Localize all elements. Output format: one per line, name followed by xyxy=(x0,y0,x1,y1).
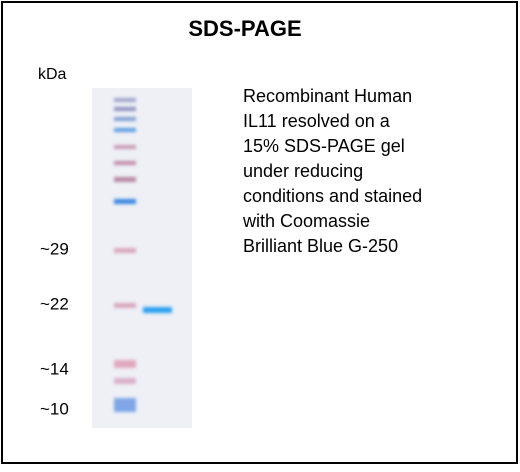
description-line: Brilliant Blue G-250 xyxy=(243,236,398,256)
description: Recombinant Human IL11 resolved on a 15%… xyxy=(242,86,422,256)
description-line: with Coomassie xyxy=(242,211,370,231)
description-line: 15% SDS-PAGE gel xyxy=(243,136,405,156)
description-line: under reducing xyxy=(243,161,363,181)
ladder-band xyxy=(114,117,136,121)
ladder-band xyxy=(114,177,136,182)
ladder-band xyxy=(114,303,136,308)
ladder-band xyxy=(114,145,136,149)
marker-label: ~10 xyxy=(40,399,69,418)
gel xyxy=(92,88,192,428)
ladder-lane xyxy=(114,98,136,412)
ladder-band xyxy=(114,128,136,132)
marker-label: ~14 xyxy=(40,359,69,378)
ladder-band xyxy=(114,161,136,165)
marker-label: ~22 xyxy=(40,294,69,313)
description-line: conditions and stained xyxy=(243,186,422,206)
ladder-band xyxy=(114,107,136,111)
frame xyxy=(1,1,518,464)
marker-label: ~29 xyxy=(40,239,69,258)
ladder-band xyxy=(114,360,136,368)
title: SDS-PAGE xyxy=(188,16,301,41)
description-line: IL11 resolved on a xyxy=(243,111,391,131)
ladder-band xyxy=(114,248,136,253)
ladder-band xyxy=(114,398,136,412)
ladder-band xyxy=(114,378,136,384)
ladder-band xyxy=(114,98,136,102)
description-line: Recombinant Human xyxy=(243,86,412,106)
sample-band xyxy=(143,307,172,313)
unit-label: kDa xyxy=(38,66,67,83)
ladder-band xyxy=(114,199,136,204)
